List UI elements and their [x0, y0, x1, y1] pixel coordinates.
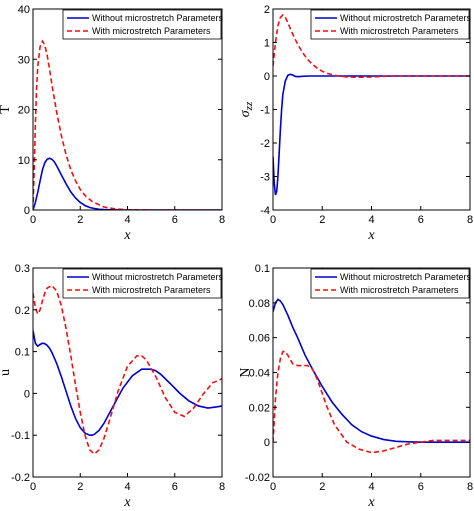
legend-label-without: Without microstretch Parameters — [340, 272, 472, 282]
y-tick-label: 0 — [264, 71, 270, 83]
legend-box — [310, 9, 470, 40]
x-axis-label: x — [123, 228, 131, 243]
y-tick-label: 0.3 — [15, 263, 30, 275]
legend-label-with: With microstretch Parameters — [340, 285, 459, 295]
x-tick-label: 4 — [368, 481, 374, 493]
legend-box — [62, 268, 222, 299]
series-line-without — [33, 157, 222, 210]
x-tick-label: 2 — [77, 214, 83, 226]
y-tick-label: 0.1 — [255, 263, 270, 275]
series-line-with — [273, 13, 470, 79]
y-tick-label: 0 — [24, 388, 30, 400]
x-axis-label: x — [123, 495, 131, 510]
y-tick-label: 1 — [264, 38, 270, 50]
legend-label-with: With microstretch Parameters — [340, 26, 459, 36]
x-tick-label: 6 — [172, 481, 178, 493]
legend-label-with: With microstretch Parameters — [92, 26, 211, 36]
x-tick-label: 6 — [418, 214, 424, 226]
x-tick-label: 8 — [467, 481, 473, 493]
x-tick-label: 4 — [124, 481, 130, 493]
x-tick-label: 0 — [270, 214, 276, 226]
x-tick-label: 2 — [319, 214, 325, 226]
x-tick-label: 8 — [219, 481, 225, 493]
legend: Without microstretch Parameters With micr… — [62, 9, 224, 40]
x-tick-label: 0 — [30, 481, 36, 493]
axes-frame — [272, 267, 471, 478]
y-axis-label: u — [0, 369, 13, 376]
y-tick-label: 0.1 — [15, 347, 30, 359]
legend: Without microstretch Parameters With micr… — [310, 9, 472, 40]
y-tick-label: 2 — [264, 4, 270, 16]
y-tick-label: -0.1 — [11, 430, 30, 442]
legend-label-without: Without microstretch Parameters — [340, 13, 472, 23]
y-tick-label: 0.02 — [249, 402, 270, 414]
chart-displacement: 0 2 4 6 8 -0.2 -0.1 0 0.1 0.2 0.3 x u Without microst… — [0, 263, 225, 510]
y-tick-label: 0.06 — [249, 333, 270, 345]
legend-box — [62, 9, 222, 40]
legend: Without microstretch Parameters With micr… — [62, 268, 224, 299]
y-tick-label: -2 — [260, 138, 270, 150]
y-tick-label: 0.2 — [15, 305, 30, 317]
x-tick-label: 4 — [368, 214, 374, 226]
y-tick-label: -0.02 — [245, 472, 270, 484]
y-tick-label: 0 — [264, 437, 270, 449]
series-line-with — [33, 284, 222, 456]
x-tick-label: 8 — [467, 214, 473, 226]
y-tick-label: 30 — [18, 54, 30, 66]
y-tick-label: 0.08 — [249, 298, 270, 310]
y-axis-label: T — [0, 105, 13, 114]
axes-frame — [32, 267, 223, 478]
series-line-without — [33, 330, 222, 436]
x-tick-label: 0 — [30, 214, 36, 226]
series-line-without — [273, 298, 470, 443]
x-tick-label: 2 — [319, 481, 325, 493]
y-tick-label: 10 — [18, 155, 30, 167]
y-tick-label: -0.2 — [11, 472, 30, 484]
series-line-without — [273, 73, 470, 196]
chart-microstretch: 0 2 4 6 8-0.0200.020.040.060.080.1xNWithout … — [238, 263, 473, 510]
x-axis-label: x — [367, 495, 375, 510]
x-tick-label: 6 — [172, 214, 178, 226]
legend-label-with: With microstretch Parameters — [92, 285, 211, 295]
series-line-with — [273, 350, 470, 454]
y-tick-label: 0.04 — [249, 368, 270, 380]
x-tick-label: 2 — [77, 481, 83, 493]
y-axis-label: σzz — [238, 101, 255, 117]
x-axis-label: x — [367, 228, 375, 243]
legend-label-without: Without microstretch Parameters — [92, 13, 224, 23]
chart-temperature: 0 2 4 6 8 0 10 20 30 40 x T Without microstretch Par… — [0, 4, 225, 243]
series-line-with — [33, 39, 222, 210]
x-tick-label: 4 — [124, 214, 130, 226]
chart-stress: 0 2 4 6 8 -4 -3 -2 -1 0 1 2 x σzz Without microstretch… — [238, 4, 473, 243]
y-tick-label: 0 — [24, 205, 30, 217]
y-tick-label: 40 — [18, 4, 30, 16]
y-axis-label: N — [238, 367, 253, 377]
y-tick-label: -4 — [260, 205, 270, 217]
legend-label-without: Without microstretch Parameters — [92, 272, 224, 282]
y-tick-label: -3 — [260, 172, 270, 184]
legend: Without microstretch Parameters With micr… — [310, 268, 472, 299]
x-tick-label: 6 — [418, 481, 424, 493]
y-tick-label: -1 — [260, 105, 270, 117]
legend-box — [310, 268, 470, 299]
x-tick-label: 0 — [270, 481, 276, 493]
y-tick-label: 20 — [18, 105, 30, 117]
x-tick-label: 8 — [219, 214, 225, 226]
